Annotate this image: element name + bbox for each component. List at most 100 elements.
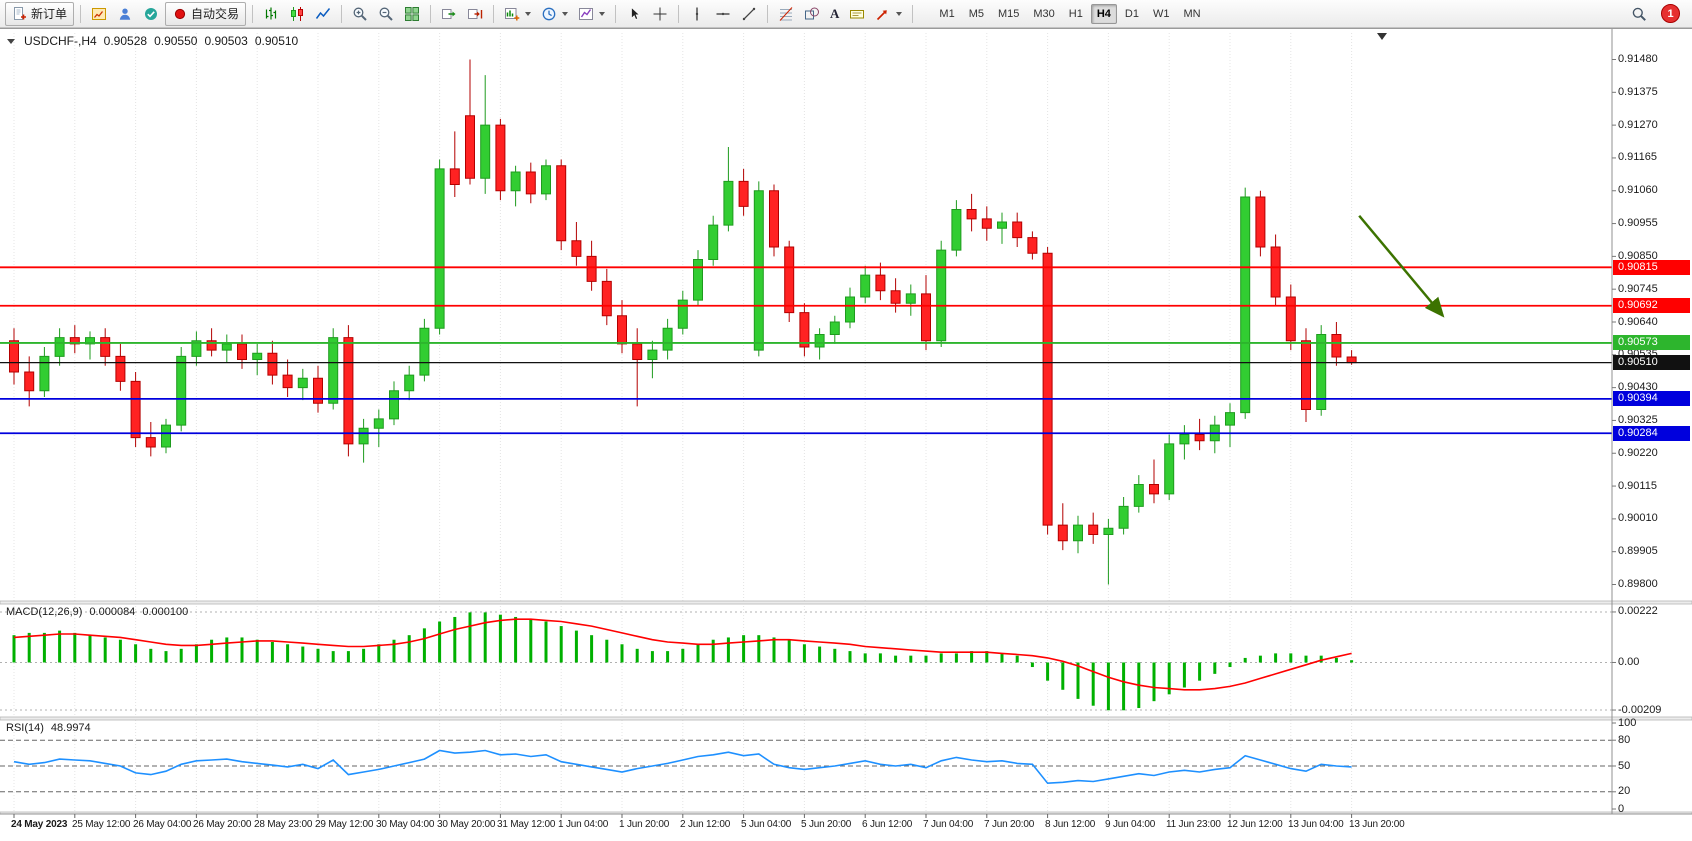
candle	[1042, 247, 1053, 535]
timeframe-button-h4[interactable]: H4	[1090, 3, 1117, 24]
candle	[69, 325, 80, 354]
candle	[161, 418, 171, 454]
text-label-icon	[849, 6, 865, 22]
candle	[753, 181, 764, 357]
timeframe-button-w1[interactable]: W1	[1152, 7, 1170, 20]
vertical-line-button[interactable]	[685, 2, 709, 26]
candle	[54, 328, 65, 366]
cursor-icon	[626, 6, 642, 22]
profiles-button[interactable]	[537, 2, 572, 26]
auto-trading-button[interactable]: 自动交易	[165, 1, 247, 26]
trendline-button[interactable]	[737, 2, 761, 26]
fibonacci-icon	[778, 6, 794, 22]
timeframe-button-d1[interactable]: D1	[1124, 7, 1139, 20]
candle	[434, 159, 445, 335]
candle	[373, 409, 384, 447]
timeframe-button-m5[interactable]: M5	[968, 7, 984, 20]
candle	[1194, 418, 1205, 451]
timeframe-button-m30[interactable]: M30	[1033, 7, 1055, 20]
new-order-label: 新订单	[31, 7, 68, 21]
templates-button[interactable]	[574, 2, 609, 26]
main-toolbar: 新订单 自动交易 A M1 M5 M15 M30 H1 H4 D1 W1 MN 1	[0, 0, 1692, 28]
candle	[936, 240, 947, 347]
new-order-button[interactable]: 新订单	[5, 1, 75, 26]
line-chart-button[interactable]	[311, 2, 335, 26]
candle	[1103, 518, 1114, 585]
toolbar-separator	[493, 4, 495, 23]
search-button[interactable]	[1627, 2, 1651, 26]
chart-shift-marker[interactable]	[1377, 33, 1387, 40]
toolbar-right: 1	[1626, 2, 1688, 26]
candle	[343, 325, 354, 457]
candle	[1133, 475, 1144, 513]
candle	[769, 184, 779, 257]
time-axis[interactable]	[0, 814, 1692, 841]
timeframe-button-mn[interactable]: MN	[1183, 7, 1201, 20]
zoom-out-icon	[378, 6, 394, 22]
terminal-button[interactable]	[139, 2, 163, 26]
text-button[interactable]: A	[826, 2, 843, 26]
candle	[1027, 231, 1038, 260]
trendline-icon	[741, 6, 757, 22]
candle	[1285, 284, 1296, 351]
notification-badge[interactable]: 1	[1661, 4, 1680, 23]
pane-splitter[interactable]	[0, 600, 1692, 605]
auto-trading-label: 自动交易	[191, 7, 240, 21]
tile-windows-icon	[404, 6, 420, 22]
auto-scroll-icon	[441, 6, 457, 22]
auto-scroll-button[interactable]	[437, 2, 461, 26]
zoom-out-button[interactable]	[374, 2, 398, 26]
arrows-button[interactable]	[871, 2, 906, 26]
toolbar-separator	[912, 4, 914, 23]
new-chart-icon	[504, 6, 520, 22]
candle	[1164, 434, 1175, 501]
rsi-line	[13, 749, 1352, 785]
chart-shift-button[interactable]	[463, 2, 487, 26]
candle	[389, 381, 399, 426]
candle	[358, 418, 369, 463]
candle	[951, 200, 962, 257]
cursor-button[interactable]	[622, 2, 646, 26]
dropdown-caret-icon	[896, 11, 903, 16]
market-watch-button[interactable]	[87, 2, 111, 26]
price-axis[interactable]	[1612, 29, 1692, 814]
chart-window: USDCHF-,H4 0.90528 0.90550 0.90503 0.905…	[0, 28, 1692, 841]
navigator-button[interactable]	[113, 2, 137, 26]
candle	[571, 222, 582, 266]
profiles-icon	[541, 6, 557, 22]
toolbar-separator	[430, 4, 432, 23]
new-chart-button[interactable]	[500, 2, 535, 26]
shapes-button[interactable]	[800, 2, 824, 26]
candle	[525, 162, 536, 204]
timeframe-button-m15[interactable]: M15	[997, 7, 1020, 20]
pane-splitter[interactable]	[0, 716, 1692, 721]
text-icon: A	[830, 5, 840, 21]
candlestick-chart-button[interactable]	[285, 2, 309, 26]
tile-windows-button[interactable]	[400, 2, 424, 26]
horizontal-line-button[interactable]	[711, 2, 735, 26]
text-label-button[interactable]	[845, 2, 869, 26]
candle	[708, 215, 719, 266]
fibonacci-button[interactable]	[774, 2, 798, 26]
bar-chart-button[interactable]	[259, 2, 283, 26]
crosshair-button[interactable]	[648, 2, 672, 26]
trend-arrow-annotation[interactable]	[1358, 214, 1445, 318]
timeframe-button-h1[interactable]: H1	[1068, 7, 1083, 20]
candle	[191, 331, 202, 366]
candle	[845, 287, 855, 329]
candle	[662, 318, 673, 360]
candle	[890, 278, 901, 313]
candle	[784, 240, 795, 322]
crosshair-icon	[652, 6, 668, 22]
candle	[1012, 212, 1023, 247]
bar-chart-icon	[263, 6, 279, 22]
candle	[404, 365, 415, 401]
candle	[677, 290, 688, 335]
market-watch-icon	[91, 6, 107, 22]
candle	[1255, 190, 1266, 257]
timeframe-button-m1[interactable]: M1	[939, 7, 955, 20]
candle	[617, 300, 627, 354]
search-icon	[1631, 6, 1647, 22]
zoom-in-button[interactable]	[348, 2, 372, 26]
